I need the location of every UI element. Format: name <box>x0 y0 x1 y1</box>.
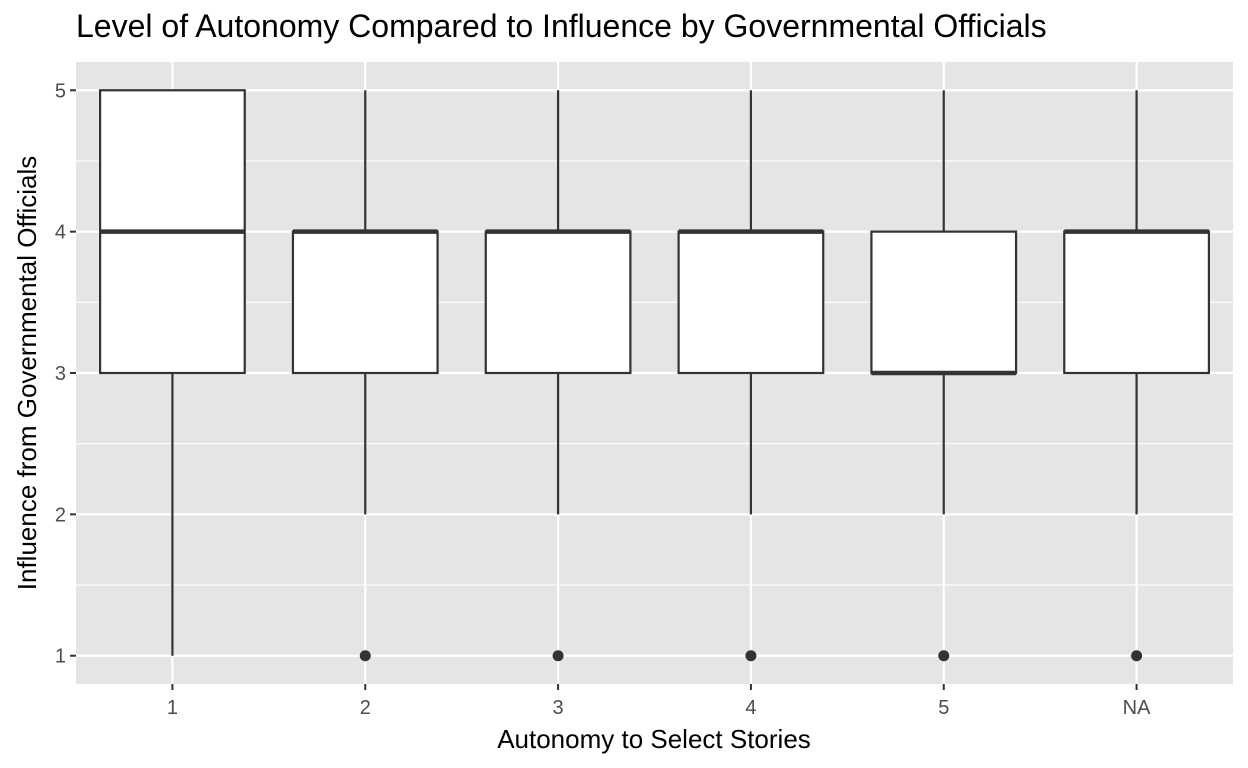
iqr-box <box>1063 230 1210 375</box>
x-tick-label: 2 <box>360 697 371 719</box>
y-tick-label: 4 <box>55 222 66 244</box>
x-tick-label: 4 <box>745 697 756 719</box>
outlier-point <box>938 650 950 662</box>
box-5 <box>870 90 1018 662</box>
x-tick-label: 1 <box>167 697 178 719</box>
x-tick-label: NA <box>1123 697 1151 719</box>
y-tick-label: 3 <box>55 363 66 385</box>
box-2 <box>291 90 439 662</box>
y-tick-label: 1 <box>55 646 66 668</box>
x-tick-label: 3 <box>553 697 564 719</box>
outlier-point <box>552 650 564 662</box>
box-NA <box>1063 90 1210 662</box>
outlier-point <box>359 650 371 662</box>
outlier-point <box>745 650 757 662</box>
y-tick-label: 2 <box>55 504 66 526</box>
iqr-box <box>484 230 632 375</box>
x-tick-label: 5 <box>938 697 949 719</box>
axis-layer: 1 2 3 4 5 1 2 3 4 5 NA <box>55 80 1151 719</box>
iqr-box <box>870 230 1018 375</box>
iqr-box <box>291 230 439 375</box>
y-axis-title: Influence from Governmental Officials <box>12 156 42 590</box>
iqr-box <box>677 230 825 375</box>
box-4 <box>677 90 825 662</box>
box-layer <box>99 89 1210 662</box>
y-tick-label: 5 <box>55 80 66 102</box>
x-axis-title: Autonomy to Select Stories <box>497 724 811 754</box>
chart-title: Level of Autonomy Compared to Influence … <box>76 8 1047 44</box>
outlier-point <box>1131 650 1143 662</box>
box-3 <box>484 90 632 662</box>
box-1 <box>99 89 246 656</box>
